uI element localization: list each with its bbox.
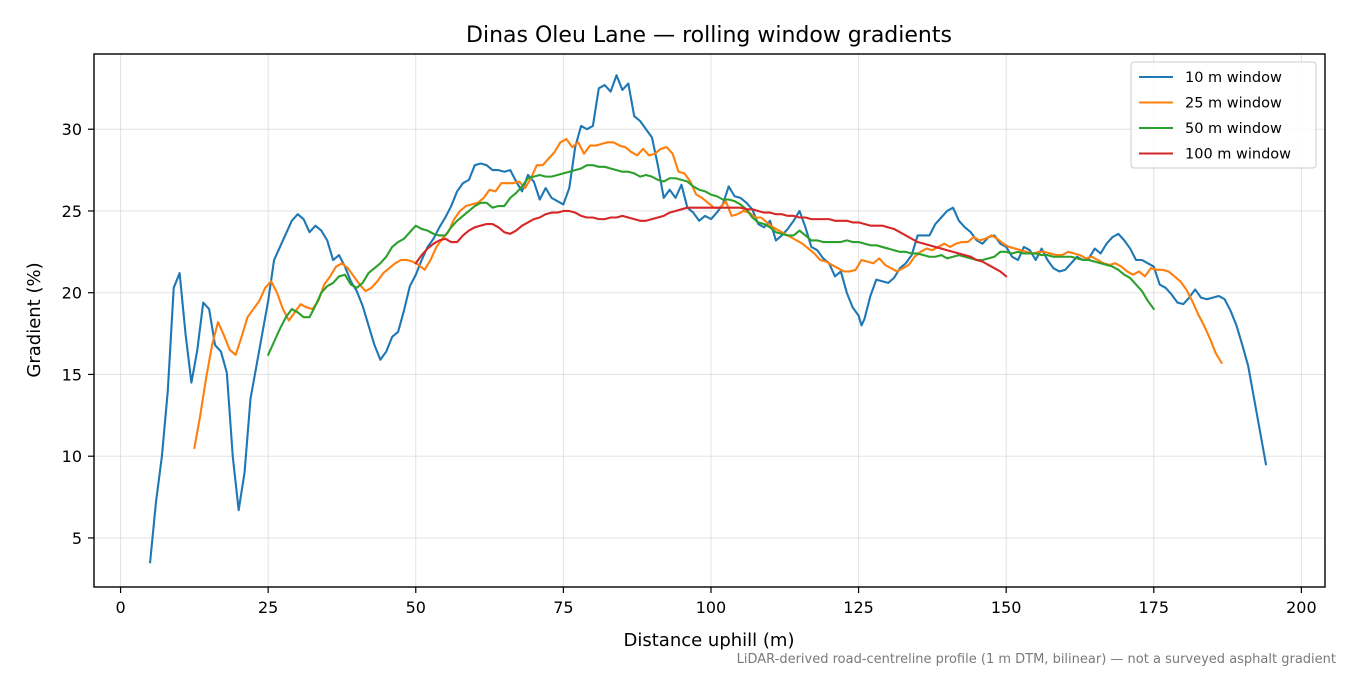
y-axis-ticks: 5 10 15 20 25 30	[62, 120, 94, 548]
y-tick-label: 30	[62, 120, 82, 139]
y-tick-label: 15	[62, 365, 82, 384]
x-tick-label: 150	[991, 598, 1022, 617]
y-axis-label: Gradient (%)	[24, 262, 45, 377]
y-tick-label: 25	[62, 202, 82, 221]
series-line-25-m-window	[193, 137, 1223, 450]
x-tick-label: 175	[1139, 598, 1170, 617]
x-tick-label: 25	[258, 598, 278, 617]
x-axis-label: Distance uphill (m)	[624, 630, 795, 651]
series-line-10-m-window	[149, 74, 1268, 564]
plot-frame	[93, 53, 1326, 588]
series-line-100-m-window	[414, 206, 1008, 278]
x-tick-label: 0	[115, 598, 125, 617]
y-tick-label: 20	[62, 284, 82, 303]
y-tick-label: 5	[72, 529, 82, 548]
legend-label-10-m-window: 10 m window	[1185, 70, 1282, 86]
x-axis-ticks: 0 25 50 75 100 125 150 175 200	[115, 587, 1317, 617]
footnote: LiDAR-derived road-centreline profile (1…	[736, 652, 1336, 667]
x-tick-label: 100	[696, 598, 727, 617]
grid-lines	[94, 54, 1325, 587]
series-layer	[149, 74, 1268, 564]
y-tick-label: 10	[62, 447, 82, 466]
x-tick-label: 75	[553, 598, 573, 617]
x-tick-label: 200	[1286, 598, 1317, 617]
legend: 10 m window 25 m window 50 m window 100 m w…	[1130, 61, 1317, 169]
legend-label-25-m-window: 25 m window	[1185, 96, 1282, 112]
legend-label-100-m-window: 100 m window	[1185, 147, 1291, 163]
legend-label-50-m-window: 50 m window	[1185, 121, 1282, 137]
legend-box	[1130, 61, 1317, 169]
series-line-50-m-window	[267, 164, 1155, 356]
x-tick-label: 125	[843, 598, 874, 617]
chart-title: Dinas Oleu Lane — rolling window gradien…	[466, 23, 952, 48]
x-tick-label: 50	[406, 598, 426, 617]
